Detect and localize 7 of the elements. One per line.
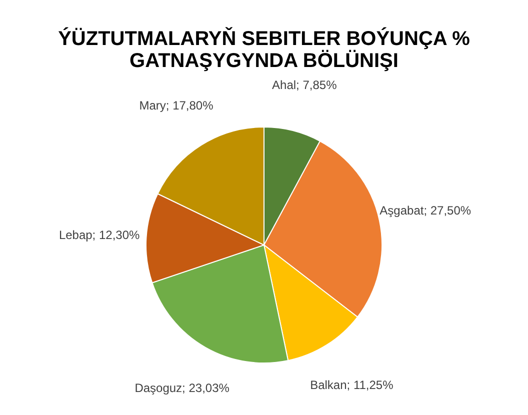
slice-label: Ahal; 7,85% [272,78,338,92]
slice-label: Daşoguz; 23,03% [134,381,230,396]
slice-label: Aşgabat; 27,50% [380,204,472,218]
slice-label: Lebap; 12,30% [58,228,140,242]
chart-title: ÝÜZTUTMALARYŇ SEBITLER BOÝUNÇA % GATNAŞYGYNDA BÖLÜNIŞI [58,27,470,72]
slice-label: Mary; 17,80% [139,98,214,112]
slice-label: Balkan; 11,25% [310,378,394,392]
